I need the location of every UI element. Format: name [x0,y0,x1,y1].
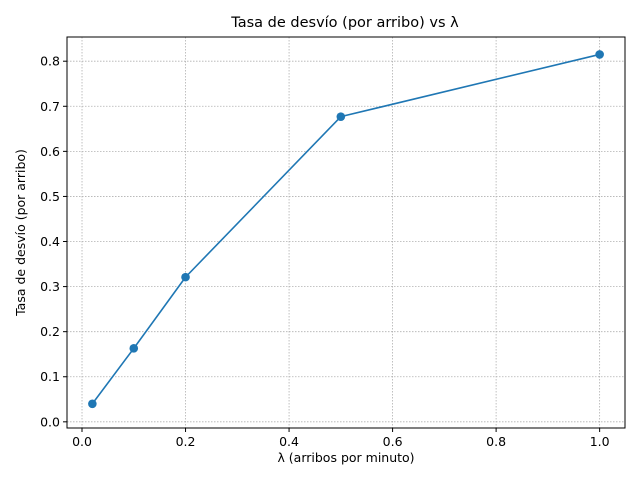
data-point [595,50,604,59]
y-tick-label: 0.3 [40,279,60,294]
y-tick-label: 0.7 [40,99,60,114]
data-point [88,399,97,409]
data-point [336,112,346,121]
y-tick-label: 0.2 [40,324,60,339]
series-layer [88,50,604,409]
y-tick-label: 0.6 [40,144,60,159]
chart-title: Tasa de desvío (por arribo) vs λ [230,15,459,31]
y-tick-label: 0.1 [40,369,60,384]
x-tick-label: 1.0 [590,434,610,449]
x-tick-label: 0.4 [279,434,299,449]
y-tick-label: 0.5 [40,189,60,204]
x-axis: 0.0 0.2 0.4 0.6 0.8 1.0 [72,428,610,449]
y-tick-label: 0.8 [40,54,60,69]
y-axis: 0.0 0.1 0.2 0.3 0.4 0.5 0.6 0.7 0.8 [40,54,67,429]
y-axis-label: Tasa de desvío (por arribo) [13,149,28,317]
y-tick-label: 0.4 [40,234,60,249]
x-tick-label: 0.6 [383,434,403,449]
x-tick-label: 0.8 [486,434,506,449]
y-tick-label: 0.0 [40,414,60,429]
x-tick-label: 0.2 [176,434,196,449]
x-tick-label: 0.0 [72,434,92,449]
data-point [181,272,190,282]
grid [67,37,625,428]
plot-frame [66,36,626,429]
x-axis-label: λ (arribos por minuto) [277,450,414,465]
data-point [129,344,139,353]
